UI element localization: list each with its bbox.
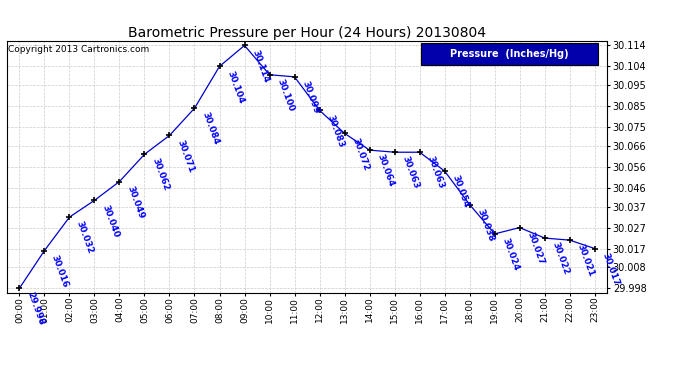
Text: 30.114: 30.114: [250, 48, 270, 84]
Text: 30.083: 30.083: [325, 113, 345, 148]
Text: 30.063: 30.063: [425, 155, 445, 190]
Text: 30.049: 30.049: [125, 184, 146, 220]
Title: Barometric Pressure per Hour (24 Hours) 20130804: Barometric Pressure per Hour (24 Hours) …: [128, 26, 486, 40]
Text: 30.040: 30.040: [100, 203, 120, 238]
Text: 30.062: 30.062: [150, 157, 170, 192]
Text: 30.027: 30.027: [525, 230, 546, 266]
Text: 30.032: 30.032: [75, 220, 95, 255]
Text: 30.064: 30.064: [375, 153, 395, 188]
Text: 30.054: 30.054: [450, 174, 471, 209]
Text: 30.017: 30.017: [600, 251, 620, 287]
Text: 30.024: 30.024: [500, 237, 520, 272]
Text: Copyright 2013 Cartronics.com: Copyright 2013 Cartronics.com: [8, 45, 149, 54]
Text: 30.022: 30.022: [550, 241, 571, 276]
Text: 30.084: 30.084: [200, 111, 220, 147]
Text: 30.071: 30.071: [175, 138, 195, 174]
Text: 30.099: 30.099: [300, 80, 320, 115]
Text: 30.100: 30.100: [275, 78, 295, 113]
Text: 30.072: 30.072: [350, 136, 371, 172]
Text: 30.063: 30.063: [400, 155, 420, 190]
Text: 30.016: 30.016: [50, 254, 70, 289]
FancyBboxPatch shape: [421, 42, 598, 65]
Text: 29.998: 29.998: [25, 291, 46, 327]
Text: 30.104: 30.104: [225, 69, 246, 105]
Text: 30.038: 30.038: [475, 207, 495, 243]
Text: 30.021: 30.021: [575, 243, 595, 278]
Text: Pressure  (Inches/Hg): Pressure (Inches/Hg): [451, 49, 569, 59]
